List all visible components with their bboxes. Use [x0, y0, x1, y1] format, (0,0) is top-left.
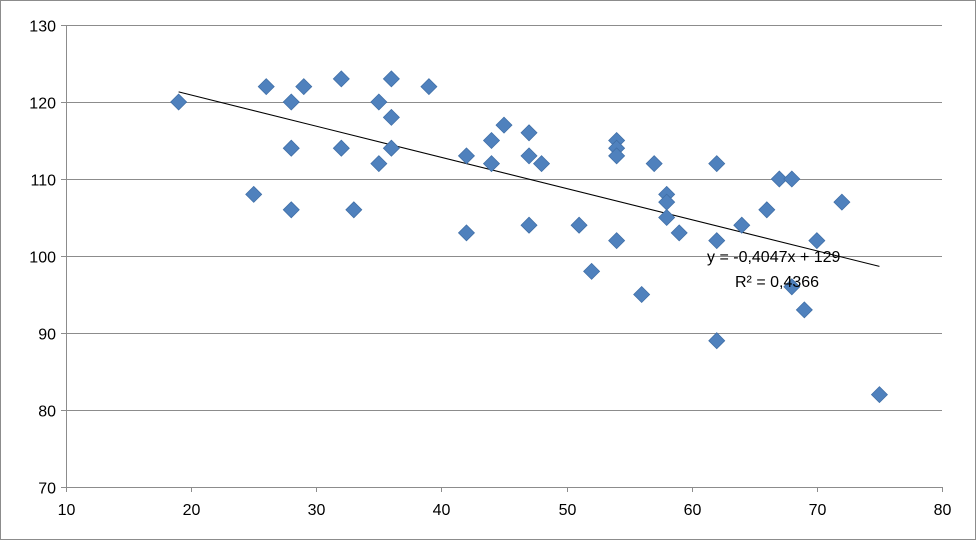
data-point	[795, 301, 813, 319]
data-point	[382, 70, 400, 88]
trendline-equation-group: y = -0,4047x + 129 R² = 0,4366	[707, 249, 841, 291]
y-tick-label: 100	[29, 250, 56, 267]
data-point	[482, 131, 501, 150]
x-tick-label: 80	[934, 502, 952, 519]
y-tick-label: 110	[30, 173, 56, 190]
x-tick-label: 40	[433, 502, 451, 519]
y-tick-label: 80	[38, 404, 56, 421]
trendline-r-squared: R² = 0,4366	[735, 274, 819, 291]
y-axis-ticks: 70 80 90 100 110 120 130	[29, 19, 66, 498]
data-point	[608, 147, 626, 165]
data-point	[770, 170, 788, 188]
data-point	[245, 185, 263, 203]
trendline-group	[178, 91, 880, 267]
data-point	[833, 193, 851, 211]
data-point	[345, 201, 363, 219]
data-point	[370, 93, 388, 111]
data-point	[282, 201, 300, 219]
data-point	[495, 116, 513, 134]
data-point	[370, 155, 388, 173]
data-point	[382, 108, 400, 126]
data-point	[482, 155, 501, 173]
data-point	[783, 278, 801, 296]
trendline-equation: y = -0,4047x + 129	[707, 249, 841, 266]
data-point	[332, 70, 350, 88]
data-point	[645, 155, 663, 173]
data-point	[295, 78, 313, 96]
data-point	[420, 78, 438, 96]
data-point	[282, 93, 300, 111]
data-point	[583, 262, 601, 280]
x-tick-label: 50	[559, 502, 577, 519]
data-point	[708, 155, 726, 173]
data-point	[457, 224, 475, 242]
data-point	[332, 139, 350, 157]
data-point	[808, 232, 826, 250]
axes	[66, 25, 942, 488]
data-point	[257, 78, 275, 96]
y-tick-label: 120	[29, 96, 56, 113]
data-point	[783, 170, 801, 188]
data-point	[520, 147, 538, 165]
data-point	[282, 139, 300, 157]
data-point	[457, 147, 475, 165]
x-tick-label: 60	[684, 502, 702, 519]
data-point	[533, 155, 551, 173]
data-point	[708, 232, 726, 250]
x-tick-label: 70	[809, 502, 827, 519]
y-tick-label: 90	[38, 327, 56, 344]
y-tick-label: 130	[29, 19, 56, 36]
data-point	[658, 208, 676, 227]
data-point	[670, 224, 688, 242]
data-point	[520, 124, 538, 142]
x-tick-label: 30	[308, 502, 326, 519]
data-point	[170, 93, 188, 111]
x-axis-ticks: 10 20 30 40 50 60 70 80	[58, 487, 952, 519]
data-point	[870, 386, 888, 404]
data-point	[708, 332, 726, 350]
data-point	[633, 285, 651, 304]
data-point	[758, 201, 776, 219]
data-point	[570, 216, 588, 234]
trendline	[178, 91, 880, 267]
data-point	[733, 216, 751, 234]
y-tick-label: 70	[38, 481, 56, 498]
data-point	[608, 232, 626, 250]
data-points	[170, 70, 888, 404]
data-point	[520, 216, 538, 234]
grid-lines	[66, 25, 942, 411]
x-tick-label: 10	[58, 502, 76, 519]
data-point	[382, 139, 400, 157]
x-tick-label: 20	[183, 502, 201, 519]
